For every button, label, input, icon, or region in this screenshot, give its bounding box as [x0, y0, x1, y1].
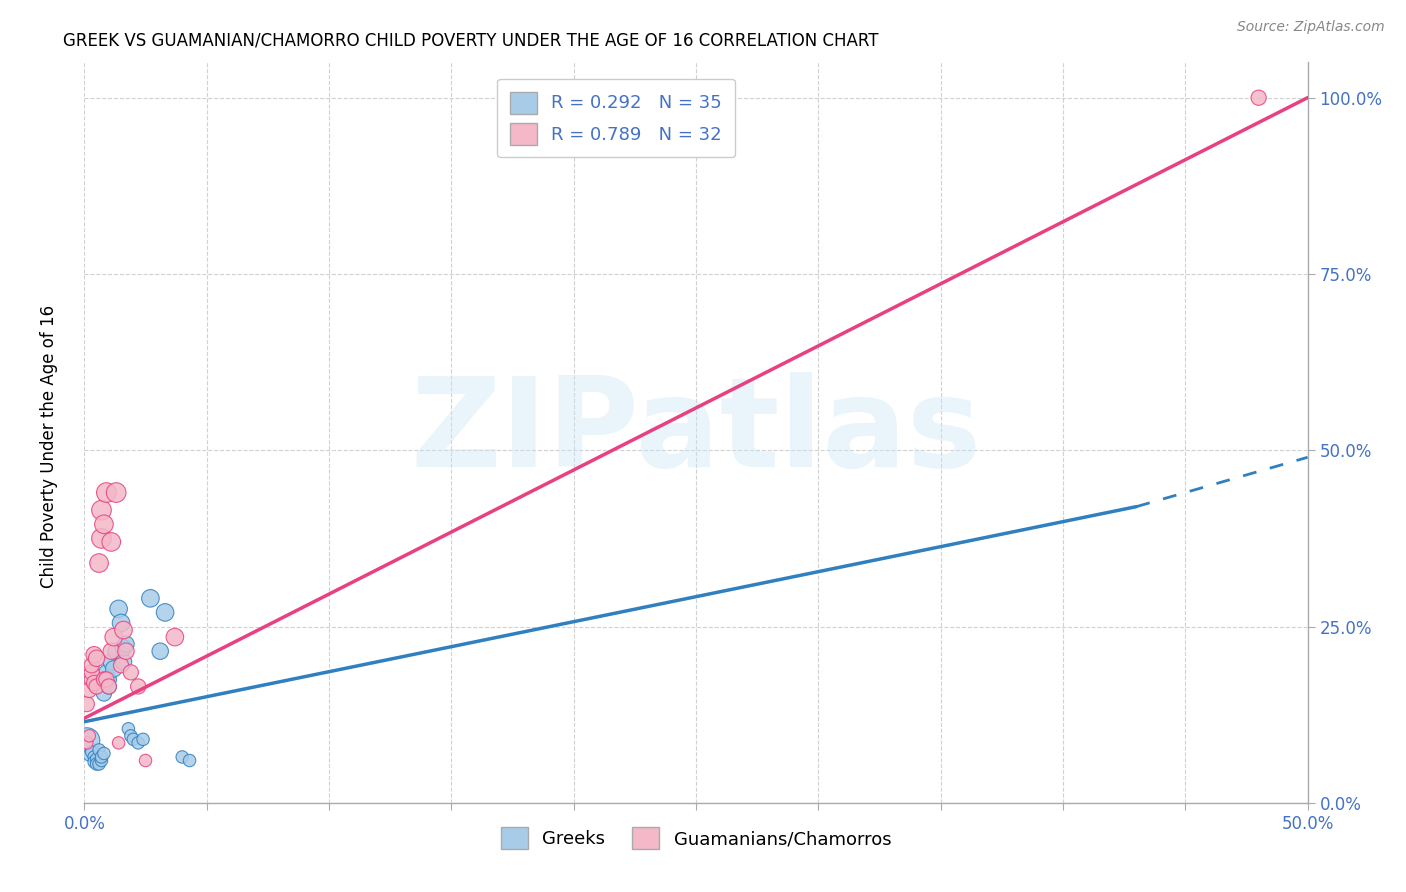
- Point: [127, 680, 149, 694]
- Point: [139, 591, 162, 606]
- Point: [96, 485, 118, 500]
- Point: [83, 755, 105, 769]
- Point: [153, 606, 176, 620]
- Text: Source: ZipAtlas.com: Source: ZipAtlas.com: [1237, 20, 1385, 34]
- Point: [77, 683, 100, 698]
- Point: [96, 665, 118, 680]
- Point: [149, 644, 172, 658]
- Point: [76, 697, 98, 711]
- Point: [110, 615, 132, 630]
- Point: [120, 665, 142, 680]
- Point: [80, 673, 103, 687]
- Point: [86, 757, 108, 772]
- Text: ZIPatlas: ZIPatlas: [411, 372, 981, 493]
- Point: [172, 750, 194, 764]
- Text: GREEK VS GUAMANIAN/CHAMORRO CHILD POVERTY UNDER THE AGE OF 16 CORRELATION CHART: GREEK VS GUAMANIAN/CHAMORRO CHILD POVERT…: [63, 31, 879, 49]
- Point: [93, 686, 115, 700]
- Point: [97, 680, 120, 694]
- Point: [83, 750, 105, 764]
- Point: [80, 658, 103, 673]
- Point: [103, 662, 125, 676]
- Point: [77, 747, 100, 762]
- Point: [96, 676, 118, 690]
- Point: [90, 503, 112, 517]
- Point: [86, 680, 108, 694]
- Point: [93, 747, 115, 761]
- Point: [87, 743, 110, 757]
- Text: Child Poverty Under the Age of 16: Child Poverty Under the Age of 16: [41, 304, 58, 588]
- Point: [115, 637, 138, 651]
- Point: [80, 745, 103, 759]
- Point: [100, 535, 122, 549]
- Point: [77, 729, 100, 743]
- Point: [80, 665, 103, 680]
- Legend: Greeks, Guamanians/Chamorros: Greeks, Guamanians/Chamorros: [494, 821, 898, 856]
- Point: [86, 651, 108, 665]
- Point: [107, 736, 129, 750]
- Point: [112, 655, 135, 669]
- Point: [107, 602, 129, 616]
- Point: [132, 732, 155, 747]
- Point: [97, 673, 120, 687]
- Point: [122, 732, 145, 747]
- Point: [110, 658, 132, 673]
- Point: [83, 676, 105, 690]
- Point: [179, 754, 201, 768]
- Point: [93, 517, 115, 532]
- Point: [86, 752, 108, 766]
- Point: [1247, 91, 1270, 105]
- Point: [135, 754, 157, 768]
- Point: [127, 736, 149, 750]
- Point: [90, 750, 112, 764]
- Point: [90, 532, 112, 546]
- Point: [115, 644, 138, 658]
- Point: [103, 630, 125, 644]
- Point: [76, 736, 98, 750]
- Point: [96, 673, 118, 687]
- Point: [105, 485, 128, 500]
- Point: [163, 630, 186, 644]
- Point: [112, 623, 135, 637]
- Point: [117, 722, 139, 736]
- Point: [76, 733, 98, 747]
- Point: [97, 680, 120, 694]
- Point: [120, 729, 142, 743]
- Point: [112, 640, 135, 655]
- Point: [105, 644, 128, 658]
- Point: [87, 556, 110, 570]
- Point: [93, 673, 115, 687]
- Point: [100, 655, 122, 669]
- Point: [90, 754, 112, 768]
- Point: [83, 648, 105, 662]
- Point: [100, 644, 122, 658]
- Point: [87, 757, 110, 772]
